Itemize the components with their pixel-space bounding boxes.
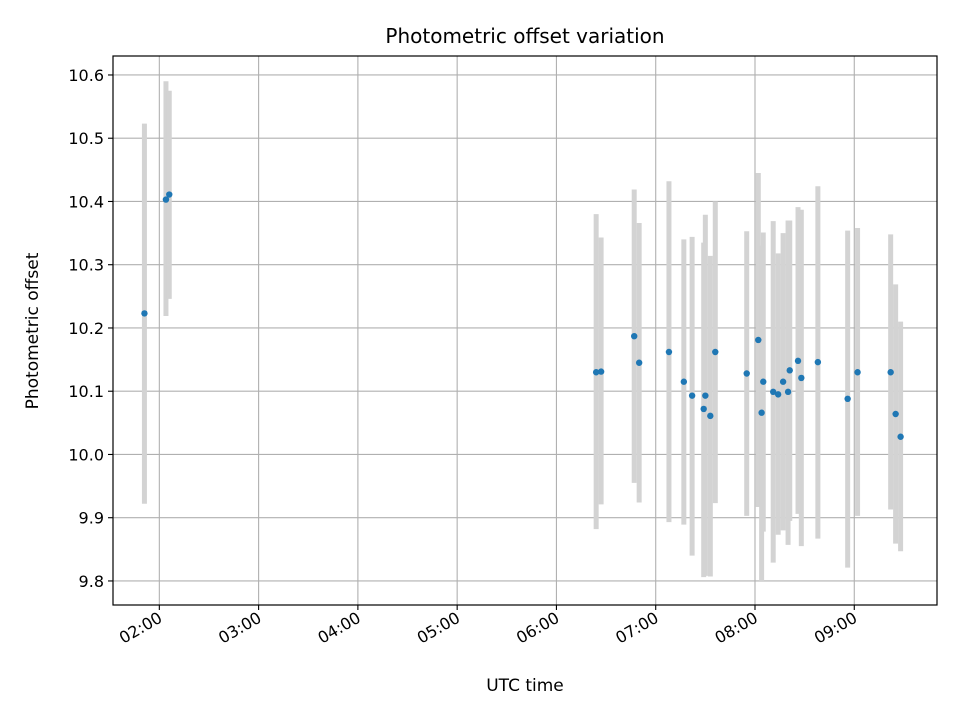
data-point [887, 369, 894, 376]
chart-title: Photometric offset variation [385, 24, 664, 48]
data-point [702, 392, 709, 399]
y-tick-label: 10.1 [68, 382, 104, 401]
data-point [166, 191, 173, 198]
data-point [897, 433, 904, 440]
y-tick-label: 10.5 [68, 129, 104, 148]
data-points [141, 191, 904, 440]
data-point [712, 348, 719, 356]
data-point [665, 348, 673, 356]
data-point [892, 410, 899, 418]
data-point [844, 395, 851, 403]
x-axis-label: UTC time [486, 676, 564, 696]
plot-frame [112, 55, 938, 606]
y-axis-label: Photometric offset [23, 252, 43, 409]
data-point [592, 369, 600, 376]
data-point [700, 405, 707, 413]
data-point [758, 409, 765, 416]
y-tick-label: 10.0 [68, 445, 104, 464]
y-tick-label: 10.6 [68, 66, 104, 85]
data-point [774, 391, 782, 398]
data-point [635, 359, 643, 366]
data-point [794, 357, 802, 365]
data-point [707, 412, 714, 420]
data-point [854, 369, 861, 376]
data-point [798, 374, 805, 382]
data-point [769, 388, 777, 396]
data-point [779, 378, 787, 385]
data-point [141, 310, 148, 317]
data-point [814, 358, 822, 366]
data-point [162, 196, 170, 203]
y-tick-label: 9.9 [79, 509, 104, 528]
data-point [784, 388, 792, 396]
data-point [760, 378, 767, 385]
data-point [688, 392, 696, 399]
y-tick-label: 9.8 [79, 572, 104, 591]
data-point [743, 370, 750, 377]
data-point [631, 332, 638, 340]
data-point [680, 378, 688, 385]
y-tick-label: 10.3 [68, 256, 104, 275]
data-point [597, 368, 605, 375]
data-point [755, 336, 762, 344]
data-point [786, 367, 793, 374]
y-tick-label: 10.2 [68, 319, 104, 338]
y-tick-label: 10.4 [68, 192, 104, 211]
y-axis-ticks: 9.8 9.9 10.0 10.1 10.2 10.3 10.4 10.5 10.6 [68, 66, 113, 591]
